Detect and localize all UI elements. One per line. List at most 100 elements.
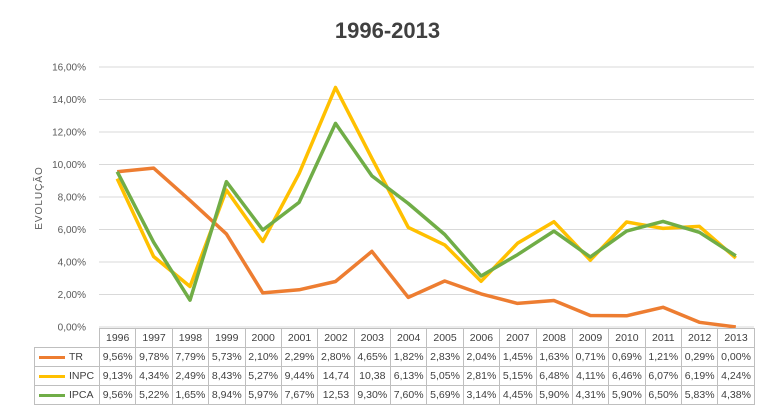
x-tick-label: 2007 <box>499 328 537 348</box>
legend-swatch <box>39 355 65 359</box>
data-label: 1,65% <box>171 385 210 405</box>
data-label: 6,46% <box>608 366 646 386</box>
data-label: 4,38% <box>717 385 755 405</box>
y-tick-label: 0,00% <box>58 323 86 334</box>
y-tick-label: 8,00% <box>58 193 86 204</box>
legend-swatch <box>39 374 65 378</box>
data-label: 6,13% <box>389 366 428 386</box>
data-label: 14,74 <box>317 366 355 386</box>
data-label: 9,56% <box>98 385 137 405</box>
data-label: 2,80% <box>317 347 355 367</box>
table-corner <box>35 329 100 348</box>
data-label: 12,53 <box>317 385 355 405</box>
x-tick-label: 2008 <box>535 328 573 348</box>
data-label: 7,67% <box>280 385 319 405</box>
y-tick-label: 4,00% <box>58 258 86 269</box>
legend-entry: IPCA <box>34 385 100 405</box>
x-tick-label: 1996 <box>98 328 137 348</box>
data-label: 2,04% <box>462 347 501 367</box>
series-line-ipca <box>115 121 737 302</box>
data-label: 2,10% <box>244 347 282 367</box>
x-tick-label: 2013 <box>717 328 755 348</box>
x-tick-label: 2001 <box>280 328 319 348</box>
data-label: 1,82% <box>389 347 428 367</box>
data-label: 9,78% <box>135 347 173 367</box>
data-label: 5,05% <box>426 366 464 386</box>
data-label: 4,24% <box>717 366 755 386</box>
data-label: 0,71% <box>571 347 610 367</box>
x-tick-label: 2009 <box>571 328 610 348</box>
data-label: 2,49% <box>171 366 210 386</box>
data-label: 1,63% <box>535 347 573 367</box>
data-label: 0,00% <box>717 347 755 367</box>
series-line-inpc <box>115 85 737 289</box>
x-tick-label: 2011 <box>644 328 683 348</box>
data-label: 5,83% <box>680 385 719 405</box>
chart-title: 1996-2013 <box>334 18 441 43</box>
data-label: 4,34% <box>135 366 173 386</box>
data-label: 6,48% <box>535 366 573 386</box>
x-tick-label: 1999 <box>208 328 246 348</box>
y-tick-label: 12,00% <box>52 128 86 139</box>
data-label: 4,11% <box>571 366 610 386</box>
x-tick-label: 2004 <box>389 328 428 348</box>
data-label: 5,27% <box>244 366 282 386</box>
legend-label: TR <box>69 351 83 363</box>
y-tick-label: 2,00% <box>58 290 86 301</box>
data-label: 7,79% <box>171 347 210 367</box>
legend-label: INPC <box>69 370 95 382</box>
x-tick-label: 2003 <box>353 328 392 348</box>
data-label: 5,15% <box>499 366 537 386</box>
y-axis-label: EVOLUÇÃO <box>32 166 45 230</box>
data-label: 2,29% <box>280 347 319 367</box>
data-label: 6,50% <box>644 385 683 405</box>
data-label: 3,14% <box>462 385 501 405</box>
data-label: 5,90% <box>608 385 646 405</box>
y-tick-label: 6,00% <box>58 225 86 236</box>
data-label: 0,29% <box>680 347 719 367</box>
x-tick-label: 1998 <box>171 328 210 348</box>
x-tick-label: 2005 <box>426 328 464 348</box>
data-label: 6,19% <box>680 366 719 386</box>
legend-entry: TR <box>34 347 100 367</box>
data-label: 9,44% <box>280 366 319 386</box>
data-label: 5,97% <box>244 385 282 405</box>
data-label: 4,45% <box>499 385 537 405</box>
data-label: 9,30% <box>353 385 392 405</box>
data-label: 0,69% <box>608 347 646 367</box>
table-row: TR 9,56% 9,78% 7,79% 5,73% 2,10% 2,29% 2,80% 4,6… <box>34 347 755 367</box>
y-tick-label: 10,00% <box>52 160 86 171</box>
data-label: 8,94% <box>208 385 246 405</box>
x-tick-label: 2002 <box>317 328 355 348</box>
x-tick-label: 1997 <box>135 328 173 348</box>
data-label: 4,31% <box>571 385 610 405</box>
data-label: 7,60% <box>389 385 428 405</box>
data-label: 5,90% <box>535 385 573 405</box>
data-label: 6,07% <box>644 366 683 386</box>
data-label: 4,65% <box>353 347 392 367</box>
data-label: 2,81% <box>462 366 501 386</box>
legend-swatch <box>39 393 65 397</box>
data-table: 1996 1997 1998 1999 2000 2001 2002 2003 2004 2005… <box>34 328 755 405</box>
x-tick-label: 2000 <box>244 328 282 348</box>
x-tick-label: 2006 <box>462 328 501 348</box>
data-label: 5,73% <box>208 347 246 367</box>
data-label: 10,38 <box>353 366 392 386</box>
y-tick-label: 16,00% <box>52 63 86 74</box>
legend-entry: INPC <box>34 366 100 386</box>
table-row: INPC 9,13% 4,34% 2,49% 8,43% 5,27% 9,44% 14,74 1… <box>34 366 755 386</box>
data-label: 9,56% <box>98 347 137 367</box>
data-label: 1,45% <box>499 347 537 367</box>
data-label: 2,83% <box>426 347 464 367</box>
table-row: IPCA 9,56% 5,22% 1,65% 8,94% 5,97% 7,67% 12,53 9… <box>34 385 755 405</box>
y-tick-label: 14,00% <box>52 95 86 106</box>
series-line-tr <box>117 166 737 329</box>
data-label: 5,69% <box>426 385 464 405</box>
data-label: 1,21% <box>644 347 683 367</box>
x-tick-label: 2010 <box>608 328 646 348</box>
data-label: 5,22% <box>135 385 173 405</box>
data-label: 9,13% <box>98 366 137 386</box>
data-label: 8,43% <box>208 366 246 386</box>
x-tick-label: 2012 <box>680 328 719 348</box>
